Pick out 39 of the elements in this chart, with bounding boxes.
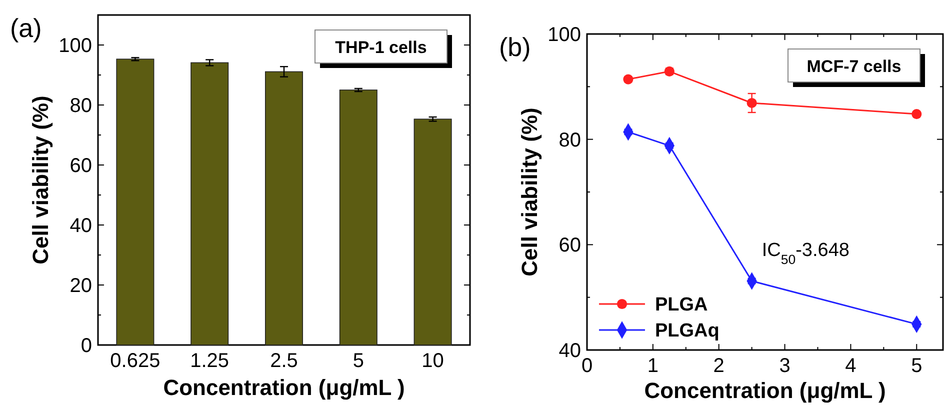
- point: [912, 109, 922, 120]
- x-axis-title: Concentration (μg/mL ): [644, 378, 886, 403]
- y-tick-label: 100: [58, 35, 92, 57]
- bar: [265, 71, 303, 346]
- y-tick-label: 80: [558, 129, 581, 152]
- y-tick-label: 0: [80, 335, 92, 357]
- text: (b): [499, 32, 531, 62]
- bar: [414, 118, 452, 346]
- y-tick-label: 40: [70, 215, 92, 237]
- y-axis-title: Cell viability (%): [517, 108, 542, 276]
- legend-label: PLGAq: [655, 320, 720, 342]
- y-tick-label: 20: [70, 275, 92, 297]
- y-tick-label: 60: [70, 155, 92, 177]
- y-tick-label: 40: [558, 340, 581, 362]
- annotation: MCF-7 cells: [806, 56, 902, 76]
- x-tick-label: 4: [845, 355, 856, 377]
- point: [623, 74, 634, 84]
- x-tick-label: 0.625: [110, 350, 160, 372]
- x-tick-label: 10: [422, 350, 444, 372]
- x-tick-label: 2: [713, 355, 724, 377]
- x-tick-label: 3: [779, 355, 790, 377]
- x-axis-title: Concentration (μg/mL ): [163, 375, 405, 400]
- bar: [190, 62, 229, 346]
- y-tick-label: 80: [70, 95, 92, 117]
- bar: [116, 58, 154, 346]
- legend-label: PLGA: [655, 294, 708, 316]
- text: (a): [10, 13, 42, 43]
- point: [746, 98, 757, 108]
- bar: [339, 90, 378, 346]
- y-tick-label: 100: [548, 24, 581, 46]
- x-tick-label: 1.25: [190, 350, 230, 372]
- annotation: THP-1 cells: [335, 38, 427, 57]
- y-axis-title: Cell viability (%): [28, 96, 53, 264]
- y-tick-label: 60: [558, 234, 581, 257]
- annotation: IC$_{50}$-3.648: [762, 240, 850, 267]
- x-tick-label: 5: [911, 355, 922, 377]
- x-tick-label: 2.5: [270, 350, 298, 372]
- x-tick-label: 5: [352, 350, 364, 372]
- x-tick-label: 1: [647, 355, 658, 377]
